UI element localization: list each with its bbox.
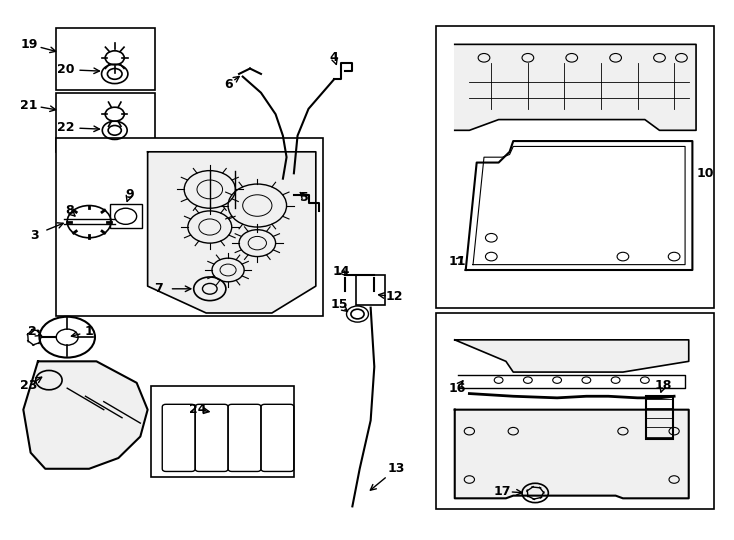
Text: 4: 4 [330,51,338,64]
Bar [437,25,714,308]
Text: 1: 1 [84,325,93,338]
Polygon shape [455,410,688,498]
Text: 12: 12 [385,291,403,303]
Bar [151,386,294,477]
Text: 18: 18 [655,379,672,392]
Text: 2: 2 [28,325,37,338]
Bar [647,396,672,439]
Bar [57,28,155,90]
Text: 7: 7 [154,282,163,295]
Text: 11: 11 [448,255,465,268]
Text: 21: 21 [21,99,38,112]
Bar [437,313,714,509]
Bar [356,275,385,305]
Text: 13: 13 [388,462,405,475]
Text: 22: 22 [57,121,74,134]
Text: 6: 6 [224,78,233,91]
Polygon shape [455,44,696,130]
Text: 16: 16 [448,382,465,395]
Text: 15: 15 [330,299,348,312]
Polygon shape [148,152,316,313]
Bar [57,93,155,152]
Text: 10: 10 [696,167,713,180]
Text: 20: 20 [57,63,74,76]
Text: 5: 5 [300,191,309,204]
Polygon shape [23,361,148,469]
Bar [109,205,142,228]
Text: 8: 8 [65,205,73,218]
Text: 23: 23 [21,379,38,392]
Text: 14: 14 [333,265,350,278]
Text: 24: 24 [189,403,206,416]
Text: 17: 17 [493,485,511,498]
Text: 9: 9 [125,188,134,201]
Text: 3: 3 [30,228,39,241]
Text: 19: 19 [21,38,38,51]
Polygon shape [455,340,688,372]
Bar [57,138,323,316]
